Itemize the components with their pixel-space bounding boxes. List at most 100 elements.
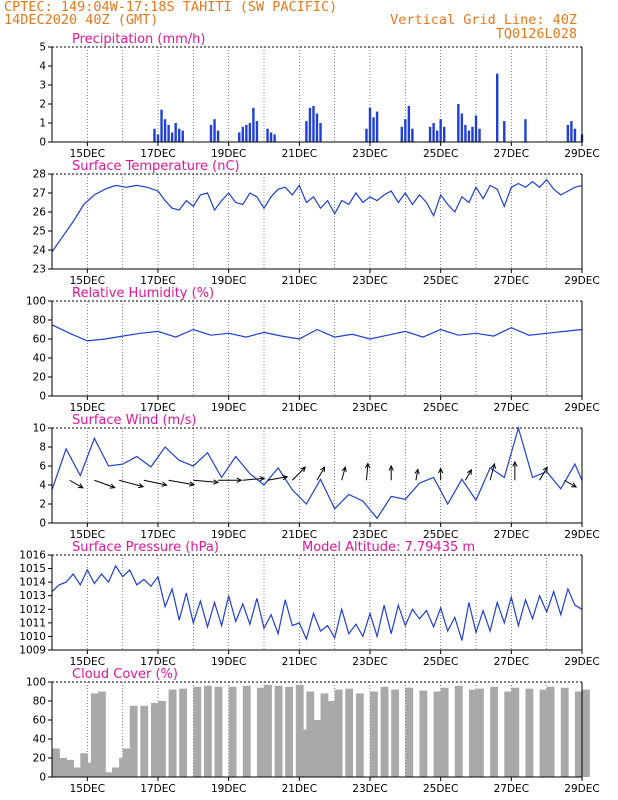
pressure-ytick-label: 1009 [19,645,46,657]
cloud-cover-area-segment [380,686,389,777]
pressure-ytick-label: 1014 [19,577,46,589]
precipitation-bar [460,113,464,142]
precipitation-bar [315,113,319,142]
precipitation-bar [365,128,368,142]
humidity-ytick-label: 0 [39,391,46,403]
cloud-cover-area-segment [179,688,188,777]
precipitation-bar [160,109,163,142]
wind-arrow-head [77,483,84,489]
humidity-xtick-label: 27DEC [494,402,529,414]
wind-xtick-label: 21DEC [282,529,317,541]
humidity-line [51,324,583,342]
wind-arrow-head [259,476,266,482]
temperature-title: Surface Temperature (nC) [72,159,240,174]
precipitation-bar [400,126,403,142]
precipitation-bar [319,123,322,142]
wind-ytick-label: 4 [39,480,46,492]
cloud-cover-xtick-label: 27DEC [494,783,529,795]
wind-arrow-head [236,477,243,483]
cloud-cover-area-segment [525,688,534,777]
precipitation-bar [457,104,460,142]
precipitation-bar [241,126,244,142]
precipitation-bar [464,124,467,142]
pressure-annotation: Model Altitude: 7.79435 m [302,540,475,555]
wind-arrow-head [320,466,326,473]
precipitation-bar [368,107,372,142]
wind-arrow [94,479,115,489]
pressure-title: Surface Pressure (hPa) [72,540,219,555]
cloud-cover-xtick-label: 15DEC [70,783,105,795]
precipitation-bar [213,119,216,142]
wind-arrow-head [161,481,168,487]
precipitation-bar [566,124,570,142]
wind-arrow [464,469,472,481]
precipitation-bar [305,121,308,142]
wind-xtick-label: 27DEC [494,529,529,541]
cloud-cover-xtick-label: 25DEC [423,783,458,795]
temperature-xtick-label: 23DEC [352,275,387,287]
wind-arrow-head [512,460,518,467]
precipitation-bar [308,107,312,142]
precipitation-bar [375,111,379,142]
cloud-cover-area-segment [327,701,336,777]
cloud-cover-area-segment [476,688,484,777]
precipitation-ytick-label: 1 [39,118,46,130]
precipitation-xtick-label: 19DEC [211,148,246,160]
pressure-ytick-label: 1010 [19,631,46,643]
precipitation-bar [474,115,478,142]
precipitation-bar [478,128,481,142]
precipitation-title: Precipitation (mm/h) [72,32,205,47]
precipitation-bar [435,130,439,142]
temperature-ytick-label: 27 [33,188,46,200]
header-run-time: 14DEC2020 40Z (GMT) [4,12,159,28]
cloud-cover-area-segment [274,685,283,777]
wind-arrow [119,479,144,488]
header-location: CPTEC: 149:04W-17:18S TAHITI (SW PACIFIC… [4,0,338,15]
pressure-xtick-label: 25DEC [423,656,458,668]
humidity-xtick-label: 25DEC [423,402,458,414]
humidity-ytick-label: 20 [33,372,46,384]
wind-ytick-label: 2 [39,499,46,511]
wind-arrow [193,479,219,483]
wind-xtick-label: 29DEC [564,529,599,541]
precipitation-xtick-label: 23DEC [352,148,387,160]
cloud-cover-area-segment [285,686,294,777]
pressure-ytick-label: 1015 [19,563,46,575]
precipitation-xtick-label: 17DEC [140,148,175,160]
precipitation-bar [432,123,435,142]
precipitation-bar [407,105,411,142]
cloud-cover-area-segment [168,689,177,777]
humidity-xtick-label: 15DEC [70,402,105,414]
temperature-xtick-label: 21DEC [282,275,317,287]
precipitation-bar [372,117,375,142]
cloud-cover-xtick-label: 23DEC [352,783,387,795]
precipitation-bar [503,121,506,142]
precipitation-xtick-label: 25DEC [423,148,458,160]
precipitation-bar [439,119,442,142]
precipitation-bar [216,130,220,142]
cloud-cover-area-segment [405,687,414,777]
cloud-cover-title: Cloud Cover (%) [72,667,178,682]
wind-arrow-head [438,467,444,474]
humidity-ytick-label: 40 [33,353,46,365]
cloud-cover-area-segment [129,705,138,777]
cloud-cover-xtick-label: 19DEC [211,783,246,795]
wind-arrow-head [282,474,289,481]
humidity-ytick-label: 100 [26,296,46,308]
wind-arrow-head [542,466,548,473]
cloud-cover-area-segment [546,686,555,777]
precipitation-bar [238,132,241,142]
precipitation-ytick-label: 3 [39,80,46,92]
humidity-xtick-label: 19DEC [211,402,246,414]
cloud-cover-area-segment [299,729,308,777]
pressure-xtick-label: 19DEC [211,656,246,668]
humidity-xtick-label: 17DEC [140,402,175,414]
cloud-cover-ytick-label: 60 [33,715,46,727]
wind-arrow-head [300,466,307,473]
pressure-ytick-label: 1012 [19,604,46,616]
precipitation-bar [156,134,160,142]
cloud-cover-area-segment [59,758,67,777]
wind-arrow-head [466,468,472,475]
cloud-cover-ytick-label: 100 [26,677,46,689]
